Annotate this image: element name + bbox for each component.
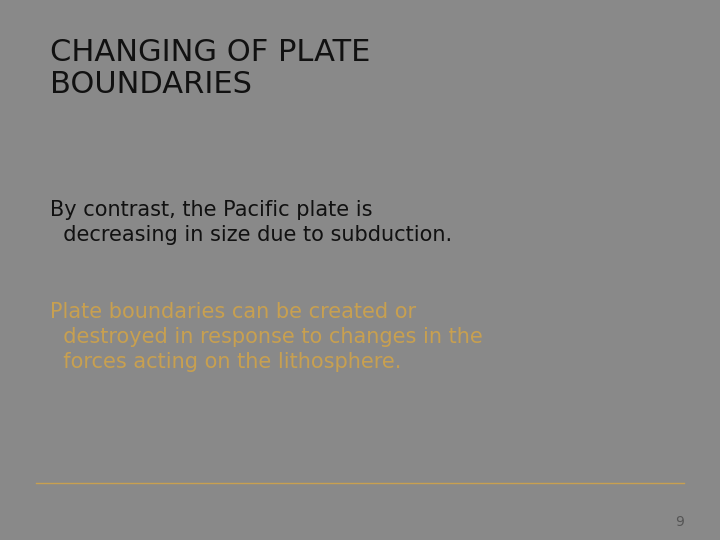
Text: CHANGING OF PLATE
BOUNDARIES: CHANGING OF PLATE BOUNDARIES [50, 38, 371, 99]
Text: By contrast, the Pacific plate is
  decreasing in size due to subduction.: By contrast, the Pacific plate is decrea… [50, 200, 453, 245]
Text: 9: 9 [675, 515, 684, 529]
Text: Plate boundaries can be created or
  destroyed in response to changes in the
  f: Plate boundaries can be created or destr… [50, 302, 483, 372]
